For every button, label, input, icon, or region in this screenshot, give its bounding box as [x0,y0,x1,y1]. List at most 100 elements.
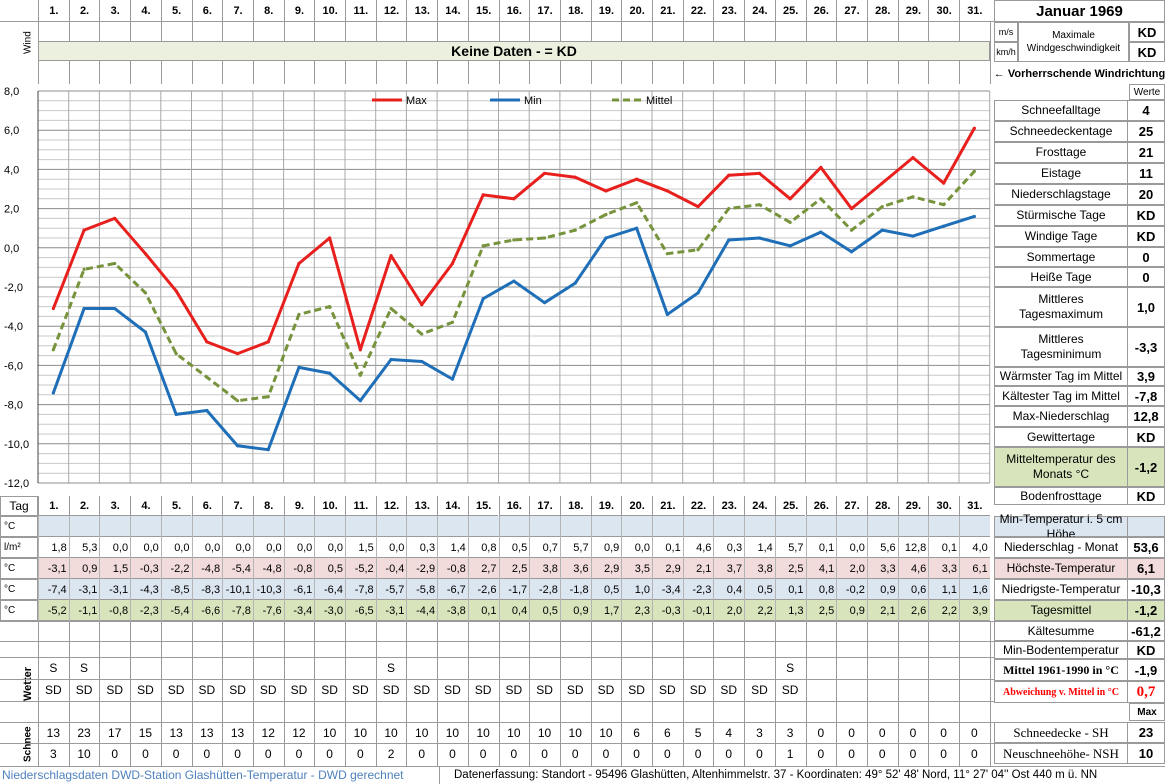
value-cell [866,516,898,537]
day-header-cell: 30. [928,0,959,22]
data-point-min [911,234,915,238]
wetter-label: Wetter [22,666,34,702]
tag-day-cell: 19. [590,496,622,516]
value-cell: -0,2 [836,579,867,600]
value-cell: 6,1 [959,558,990,579]
value-cell: 2,0 [836,558,867,579]
value-cell: 0,1 [774,579,806,600]
stat-label: Gewittertage [1026,429,1096,444]
tag-day-cell: 10. [314,496,345,516]
value-cell: -3,8 [437,600,468,621]
snow-cell: 0 [817,725,825,740]
weather-cell [744,657,775,678]
summary-value: -1,2 [1127,601,1164,620]
value-cell: 0,3 [713,537,744,558]
grid-line [130,621,132,766]
weather-cell: SD [444,682,461,697]
stat-label: Schneefalltage [1021,103,1101,117]
value-cell: 2,7 [467,558,499,579]
day-header-cell: 31. [959,0,990,22]
weather-cell [130,657,161,678]
data-point-max [143,252,148,256]
value-cell: -3,4 [283,600,315,621]
value-cell: 0,1 [467,600,499,621]
tag-day-cell: 9. [283,496,315,516]
value-cell [590,516,622,537]
weather-cell [253,657,284,678]
weather-cell [898,679,929,700]
tag-day-cell: 15. [467,496,499,516]
tag-day-cell: 5. [160,496,192,516]
summary-row: Min-Temperatur i. 5 cm Höhe [994,512,1165,541]
value-cell: 2,2 [744,600,775,621]
legend-label: Min [524,95,542,107]
snow-cell: 12 [261,725,275,740]
value-cell: -0,8 [283,558,315,579]
day-header-cell: 1. [38,0,69,22]
data-point-max [481,193,485,197]
day-header-cell: 8. [252,0,284,22]
data-point-mittel [942,203,946,207]
data-point-mittel [911,195,915,199]
summary-value: -10,3 [1127,580,1164,599]
lower-stat-row: Kältesumme -61,2 [994,621,1165,641]
weather-cell [499,657,530,678]
snow-cell: 0 [264,746,272,761]
day-header-cell: 6. [191,0,223,22]
day-header-cell: 16. [498,0,530,22]
snow-cell: 0 [971,725,978,740]
grid-line [682,621,684,766]
unit-cell: l/m² [0,537,38,558]
stat-value: 20 [1127,185,1164,204]
data-point-mittel [235,399,240,403]
weather-cell: SD [321,682,338,697]
weather-cell [529,657,560,678]
stat-value: KD [1127,488,1164,504]
value-cell: -6,6 [191,600,223,621]
data-point-min [819,230,823,234]
day-header-cell: 18. [559,0,591,22]
snow-cell: 23 [77,725,91,740]
data-point-min [573,281,577,285]
data-point-mittel [757,203,762,207]
data-point-min [727,238,731,242]
y-tick-label: -6,0 [4,360,23,372]
snow-cell: 0 [602,746,610,761]
value-cell: 0,0 [375,537,407,558]
grid-line [0,657,994,658]
snow-cell: 0 [878,746,886,761]
grid-line [0,641,994,642]
stat-label: Mitteltemperatur des Monats °C [1006,452,1116,481]
snow-cell: 0 [817,746,825,761]
weather-cell: SD [659,682,676,697]
data-point-min [51,391,55,395]
data-point-min [358,399,362,403]
data-point-max [573,175,577,179]
data-point-mittel [819,197,823,201]
stat-row: Frosttage 21 [994,142,1165,163]
weather-cell [898,657,929,678]
value-cell: -8,3 [191,579,223,600]
snow-cell: 0 [971,746,978,761]
stat-value: -3,3 [1127,328,1164,366]
day-header-cell: 12. [375,0,407,22]
snow-cell: 0 [848,746,855,761]
grid-line [0,722,994,723]
data-point-mittel [389,306,393,311]
value-cell: 0,9 [559,600,591,621]
data-point-max [51,306,55,311]
stat-value: 4 [1127,101,1164,120]
stat-value: -1,2 [1127,448,1164,486]
value-cell: -5,4 [160,600,192,621]
stat-row: Heiße Tage 0 [994,267,1165,287]
weather-cell [867,679,898,700]
tag-day-cell: 2. [68,496,100,516]
value-cell: 2,1 [682,558,714,579]
data-point-max [696,205,700,209]
snow-cell: 0 [725,746,733,761]
snow-cell: 10 [445,725,460,740]
table-row [38,516,990,537]
grid-line [345,621,346,766]
grid-line [160,621,162,766]
stat-value: -7,8 [1127,387,1164,405]
